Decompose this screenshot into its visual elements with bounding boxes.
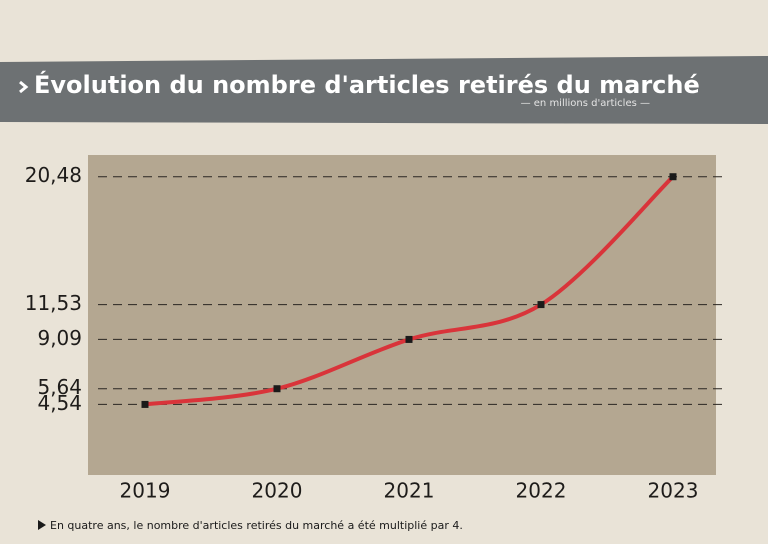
x-tick-label: 2021 bbox=[384, 479, 435, 503]
y-tick-label: 5,64 bbox=[37, 375, 82, 399]
x-tick-label: 2020 bbox=[252, 479, 303, 503]
x-tick-label: 2022 bbox=[516, 479, 567, 503]
y-tick-label: 9,09 bbox=[37, 326, 82, 350]
plot-area bbox=[88, 155, 716, 475]
point-marker bbox=[141, 400, 149, 408]
note: En quatre ans, le nombre d'articles reti… bbox=[50, 519, 463, 532]
point-marker bbox=[537, 301, 545, 309]
chart-subtitle: — en millions d'articles — bbox=[521, 98, 650, 109]
x-tick-label: 2019 bbox=[120, 479, 171, 503]
y-tick-label: 20,48 bbox=[25, 163, 82, 187]
point-marker bbox=[405, 335, 413, 343]
y-tick-label: 11,53 bbox=[25, 291, 82, 315]
chart-title: Évolution du nombre d'articles retirés d… bbox=[34, 70, 700, 99]
title-chevron bbox=[19, 80, 29, 94]
title-band bbox=[0, 56, 768, 124]
point-marker bbox=[273, 385, 281, 393]
x-tick-label: 2023 bbox=[648, 479, 699, 503]
point-marker bbox=[669, 173, 677, 181]
y-tick-label: 4,54 bbox=[37, 391, 82, 415]
note-arrow bbox=[38, 520, 46, 530]
